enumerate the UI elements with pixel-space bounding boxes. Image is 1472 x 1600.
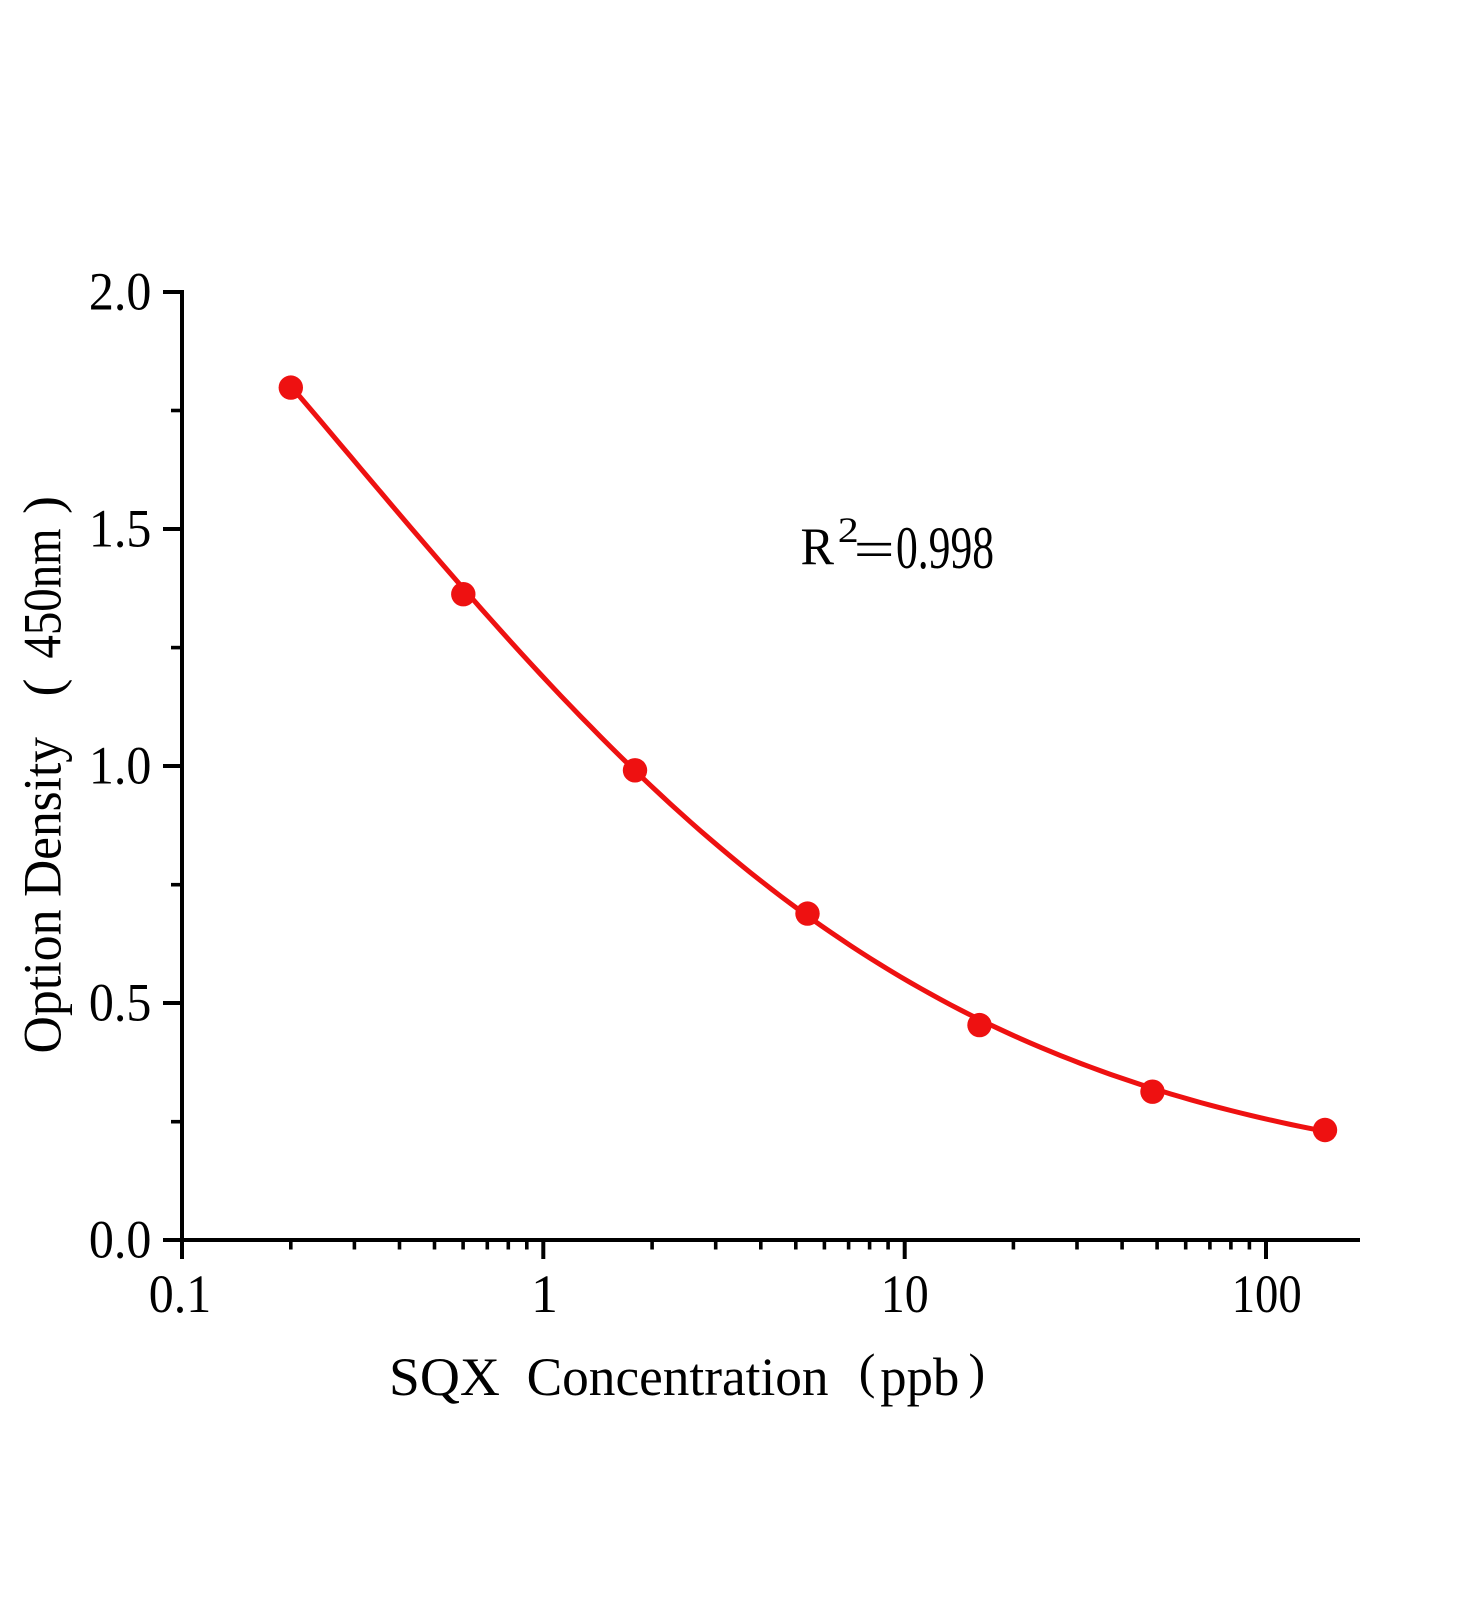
svg-text:): ) (13, 496, 73, 514)
svg-text:0.998: 0.998 (896, 515, 994, 581)
svg-text:0.0: 0.0 (89, 1210, 152, 1270)
svg-text:=: = (854, 521, 895, 579)
svg-text:1.0: 1.0 (89, 736, 152, 796)
svg-text:0.5: 0.5 (89, 973, 152, 1033)
svg-text:ppb: ppb (880, 1347, 959, 1407)
svg-text:1.5: 1.5 (89, 499, 152, 559)
svg-text:10: 10 (881, 1264, 929, 1324)
svg-text:2.0: 2.0 (89, 262, 152, 322)
svg-text:2: 2 (838, 510, 859, 550)
svg-text:450nm: 450nm (13, 529, 73, 659)
svg-text:(: ( (13, 679, 73, 697)
svg-text:0.1: 0.1 (149, 1264, 212, 1324)
svg-text:100: 100 (1232, 1264, 1302, 1324)
svg-text:Density: Density (13, 737, 73, 897)
svg-text:Option: Option (13, 910, 73, 1054)
svg-text:R: R (801, 518, 835, 576)
svg-text:SQX: SQX (389, 1347, 500, 1407)
svg-text:Concentration: Concentration (527, 1347, 829, 1407)
svg-text:(: ( (859, 1343, 876, 1399)
svg-text:): ) (969, 1343, 986, 1399)
svg-text:1: 1 (531, 1264, 558, 1324)
